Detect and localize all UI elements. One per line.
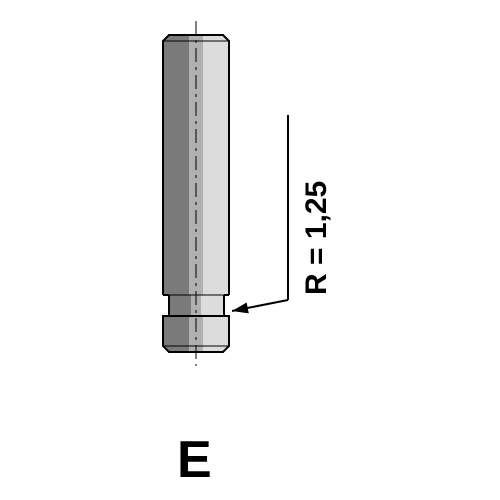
label-e: E [177,430,212,490]
radius-dimension-label: R = 1,25 [300,181,334,295]
diagram-canvas: E R = 1,25 [0,0,500,500]
valve-drawing [0,0,500,500]
